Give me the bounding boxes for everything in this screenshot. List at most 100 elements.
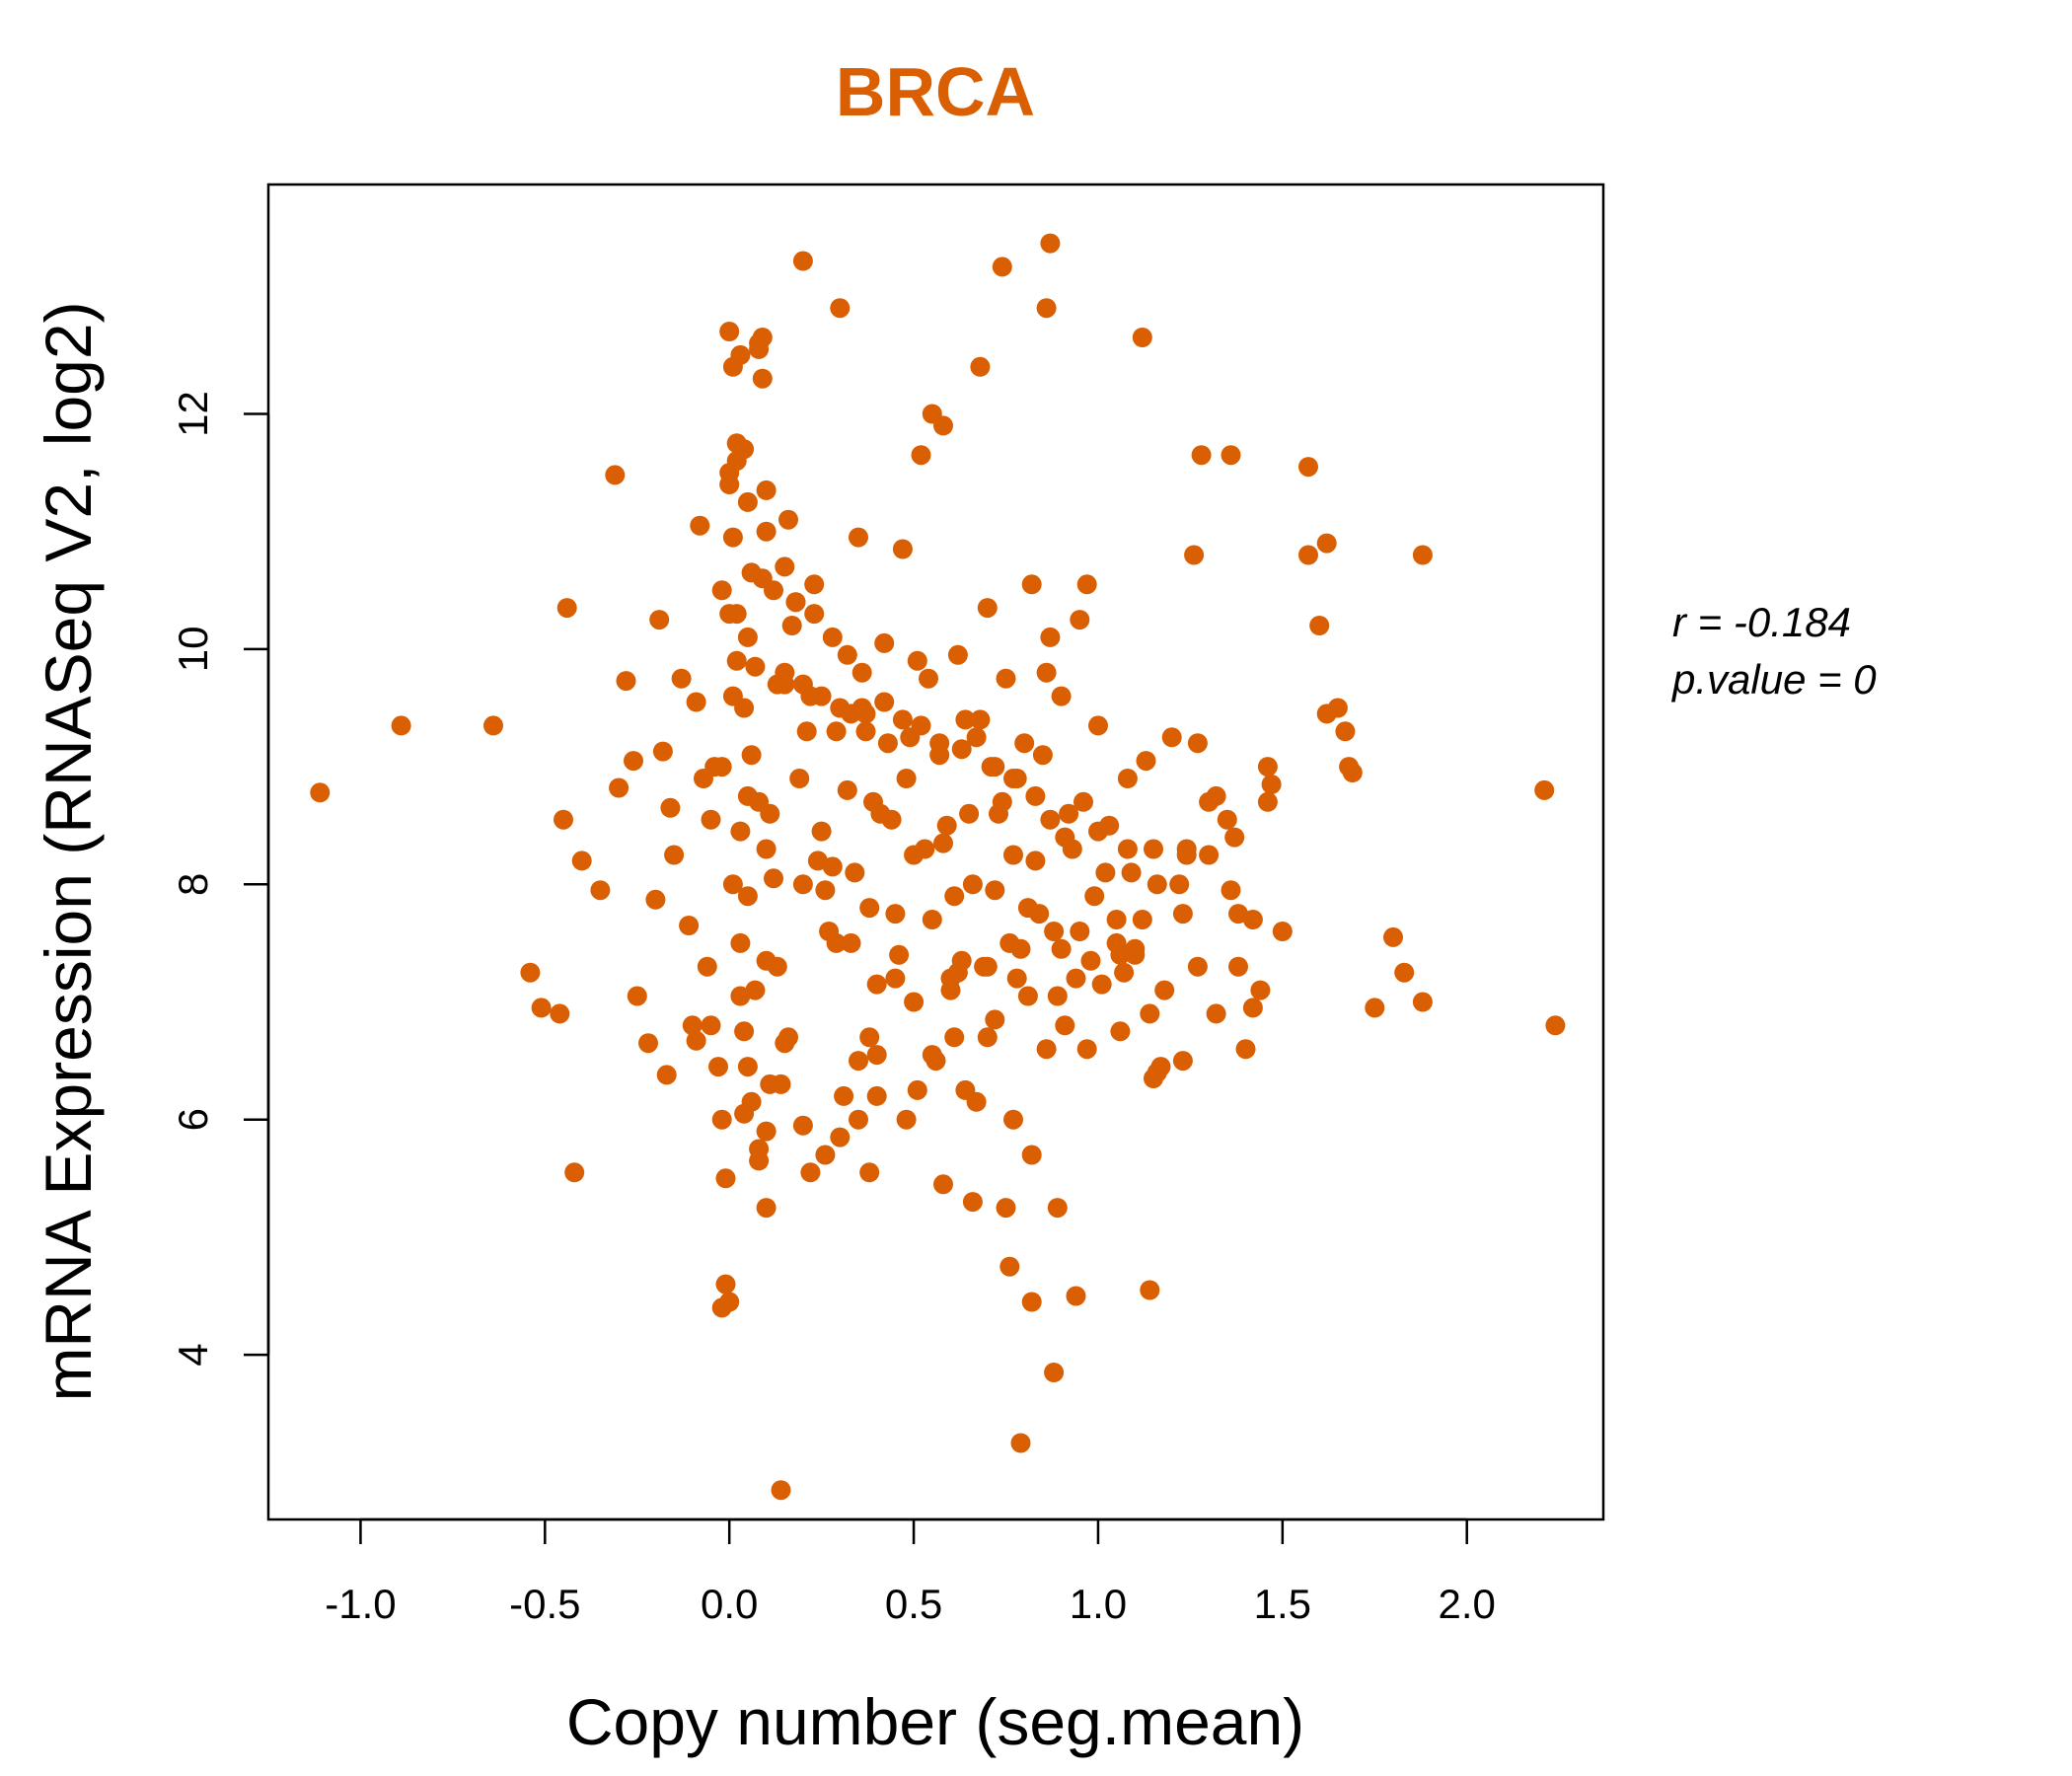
data-point bbox=[837, 644, 857, 665]
data-point bbox=[1036, 1039, 1057, 1060]
data-point bbox=[749, 1150, 770, 1171]
data-point bbox=[989, 803, 1008, 824]
y-axis: 4 6 8 10 12 bbox=[170, 391, 270, 1367]
x-tick-label: 0.0 bbox=[701, 1581, 758, 1627]
data-point bbox=[701, 809, 721, 830]
data-point bbox=[1044, 922, 1065, 941]
data-point bbox=[745, 980, 766, 1000]
data-point bbox=[940, 980, 961, 1000]
data-point bbox=[889, 944, 910, 965]
data-point bbox=[1047, 1198, 1068, 1219]
data-point bbox=[944, 1027, 965, 1048]
data-point bbox=[962, 874, 983, 895]
y-tick-label: 4 bbox=[170, 1343, 216, 1366]
data-point bbox=[855, 721, 876, 742]
data-point bbox=[804, 604, 825, 625]
data-point bbox=[999, 932, 1020, 953]
data-point bbox=[1140, 1280, 1160, 1300]
data-point bbox=[933, 833, 953, 853]
data-point bbox=[944, 886, 965, 907]
data-point bbox=[1070, 610, 1090, 630]
data-point bbox=[811, 821, 832, 842]
data-point bbox=[1187, 956, 1208, 977]
data-point bbox=[874, 632, 895, 653]
data-point bbox=[1298, 545, 1318, 565]
data-point bbox=[1147, 1063, 1167, 1082]
data-point bbox=[1047, 986, 1068, 1006]
data-point bbox=[892, 709, 913, 730]
data-point bbox=[1084, 886, 1105, 907]
data-point bbox=[966, 727, 987, 748]
data-point bbox=[834, 1085, 854, 1106]
data-point bbox=[752, 368, 773, 389]
data-point bbox=[605, 465, 626, 485]
data-point bbox=[826, 932, 847, 953]
data-point bbox=[849, 1109, 868, 1130]
data-point bbox=[1059, 803, 1079, 824]
data-point bbox=[800, 1162, 821, 1183]
data-point bbox=[715, 1168, 736, 1189]
data-point bbox=[1172, 904, 1193, 925]
data-point bbox=[719, 322, 740, 341]
data-point bbox=[1106, 910, 1127, 929]
data-point bbox=[911, 715, 931, 736]
data-point bbox=[1257, 791, 1278, 812]
data-point bbox=[955, 709, 976, 730]
data-point bbox=[1095, 862, 1116, 883]
data-point bbox=[609, 777, 629, 798]
data-point bbox=[1136, 751, 1156, 772]
data-point bbox=[1242, 998, 1263, 1018]
data-point bbox=[1199, 845, 1220, 865]
data-point bbox=[947, 962, 968, 983]
data-point bbox=[1003, 845, 1023, 865]
data-point bbox=[911, 445, 931, 466]
data-point bbox=[730, 344, 751, 365]
data-point bbox=[885, 904, 906, 925]
data-point bbox=[711, 580, 732, 601]
data-point bbox=[896, 769, 917, 788]
data-point bbox=[1534, 779, 1555, 800]
data-point bbox=[1365, 998, 1385, 1018]
data-point bbox=[1021, 1145, 1042, 1165]
data-point bbox=[571, 851, 592, 871]
r-value-label: r = -0.184 bbox=[1672, 599, 1851, 645]
data-point bbox=[764, 580, 783, 601]
y-tick-label: 8 bbox=[170, 873, 216, 896]
data-point bbox=[391, 715, 411, 736]
data-point bbox=[1545, 1015, 1566, 1036]
data-point bbox=[719, 475, 740, 494]
data-point bbox=[811, 686, 832, 706]
y-tick-label: 10 bbox=[170, 627, 216, 673]
data-point bbox=[775, 662, 795, 683]
data-point bbox=[785, 592, 806, 613]
data-point bbox=[1172, 1051, 1193, 1072]
data-point bbox=[1076, 1039, 1097, 1060]
data-point bbox=[722, 527, 743, 548]
data-point bbox=[1298, 457, 1318, 478]
data-point bbox=[1070, 922, 1090, 941]
data-point bbox=[554, 809, 573, 830]
correlation-annotation: r = -0.184 p.value = 0 bbox=[1670, 599, 1877, 703]
data-point bbox=[929, 733, 950, 754]
data-point bbox=[792, 251, 813, 271]
data-point bbox=[764, 868, 783, 889]
data-point bbox=[1140, 1003, 1160, 1024]
data-point bbox=[1147, 874, 1167, 895]
data-point bbox=[933, 1174, 953, 1195]
data-point bbox=[1017, 898, 1038, 919]
data-point bbox=[690, 515, 710, 536]
data-point bbox=[1228, 956, 1248, 977]
data-point bbox=[1221, 445, 1241, 466]
data-point bbox=[778, 1027, 798, 1048]
data-point bbox=[1025, 785, 1046, 806]
data-point bbox=[734, 1103, 755, 1124]
x-axis: -1.0 -0.5 0.0 0.5 1.0 1.5 2.0 bbox=[325, 1517, 1496, 1627]
data-point bbox=[830, 1127, 851, 1147]
data-point bbox=[1257, 757, 1278, 777]
data-point bbox=[726, 433, 747, 454]
data-point bbox=[737, 1057, 758, 1077]
data-point bbox=[531, 998, 552, 1018]
data-point bbox=[1327, 698, 1348, 718]
data-point bbox=[1051, 938, 1072, 959]
